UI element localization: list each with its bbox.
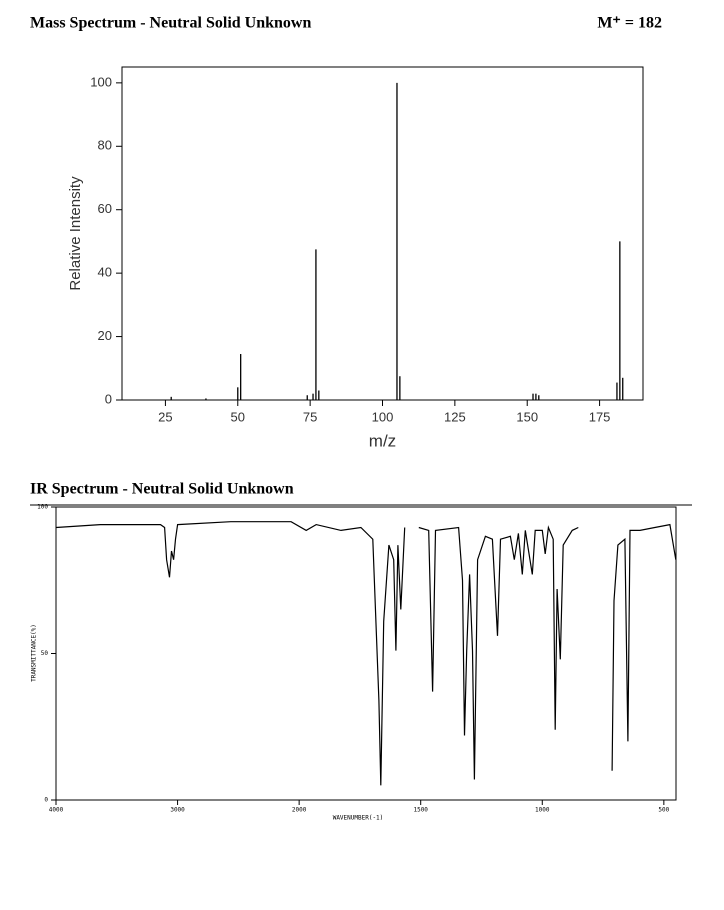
x-tick-label: 1000 [535,807,550,814]
y-tick-label: 0 [105,391,112,406]
x-tick-label: 175 [589,409,611,424]
x-tick-label: 125 [444,409,466,424]
y-tick-label: 20 [98,328,112,343]
molecular-ion: M⁺ = 182 [597,15,662,32]
ms-title: Mass Spectrum - Neutral Solid Unknown [30,15,311,32]
x-tick-label: 50 [231,409,245,424]
y-tick-label: 100 [37,504,48,511]
ms-frame [121,66,644,401]
x-tick-label: 4000 [49,807,64,814]
x-tick-label: 3000 [170,807,185,814]
y-tick-label: 40 [98,265,112,280]
x-tick-label: 25 [158,409,172,424]
y-axis-label: TRANSMITTANCE(%) [31,624,38,682]
ir-frame [55,506,677,801]
ir-title: IR Spectrum - Neutral Solid Unknown [30,481,294,498]
x-tick-label: 500 [658,807,669,814]
x-axis-label: WAVENUMBER(-1) [333,815,384,822]
x-tick-label: 100 [372,409,394,424]
y-tick-label: 60 [98,201,112,216]
y-tick-label: 0 [44,797,48,804]
x-tick-label: 2000 [292,807,307,814]
y-tick-label: 50 [41,650,49,657]
x-axis-label: m/z [369,431,396,450]
ir-trace [55,521,677,786]
y-tick-label: 100 [90,74,112,89]
y-tick-label: 80 [98,138,112,153]
y-axis-label: Relative Intensity [67,176,84,291]
x-tick-label: 150 [516,409,538,424]
x-tick-label: 75 [303,409,317,424]
x-tick-label: 1500 [413,807,428,814]
